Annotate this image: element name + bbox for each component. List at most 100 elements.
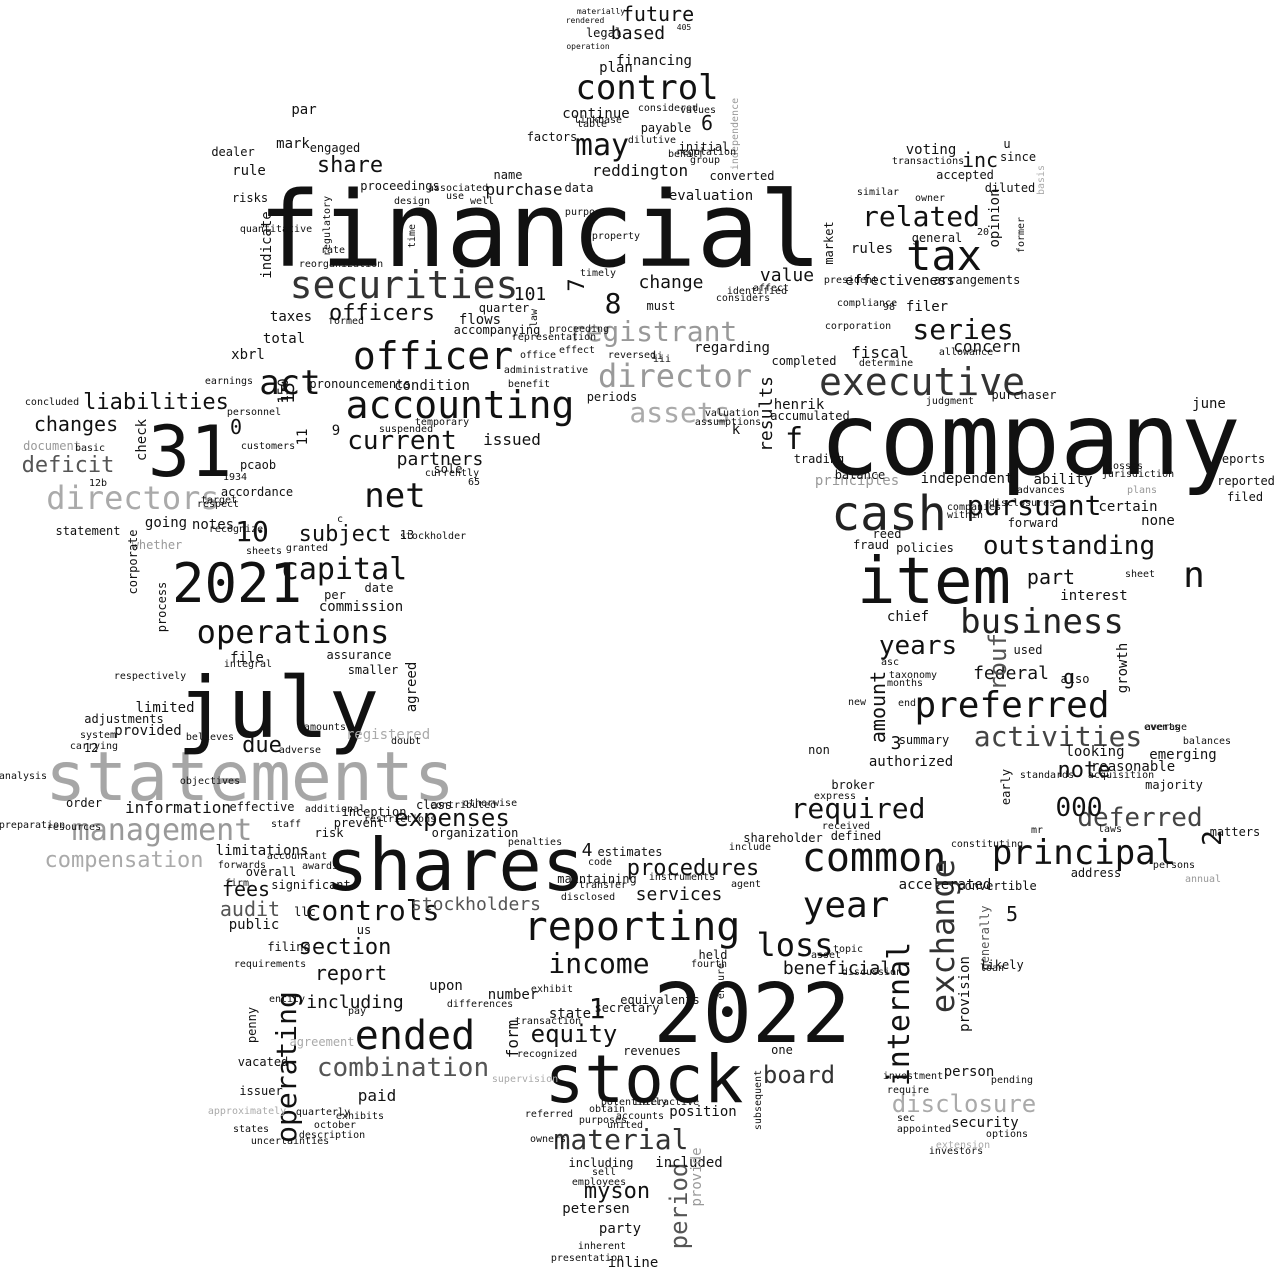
cloud-word: xbrl	[231, 347, 265, 363]
cloud-word: 98	[882, 302, 896, 313]
cloud-word: policies	[896, 541, 954, 555]
cloud-word: losses	[1106, 461, 1144, 472]
cloud-word: fiscal	[851, 343, 909, 362]
cloud-word: fees	[221, 877, 271, 901]
cloud-word: total	[262, 331, 306, 347]
cloud-word: broker	[831, 778, 875, 792]
cloud-word: respectively	[113, 671, 187, 682]
cloud-word: limited	[135, 700, 195, 716]
cloud-word: obtain	[588, 1104, 626, 1115]
cloud-word: inception	[341, 805, 407, 819]
cloud-word: may	[574, 128, 630, 163]
cloud-word: mr	[1030, 825, 1044, 836]
cloud-word: determine	[858, 358, 914, 369]
cloud-word: notes	[191, 517, 235, 533]
cloud-word: n	[1183, 555, 1205, 596]
cloud-word: reorganization	[298, 259, 384, 270]
cloud-word: market	[822, 221, 836, 265]
cloud-word: 150	[276, 378, 292, 404]
cloud-word: public	[228, 917, 280, 933]
cloud-word: referred	[524, 1109, 574, 1120]
cloud-word: operation	[566, 42, 610, 51]
cloud-word: penalties	[507, 837, 563, 848]
cloud-word: personnel	[226, 407, 282, 418]
cloud-word: restrictions	[363, 814, 437, 825]
cloud-word: target	[200, 495, 238, 506]
cloud-word: trading	[793, 452, 845, 466]
cloud-word: reasonable	[1090, 759, 1176, 775]
cloud-word: regarding	[694, 340, 770, 356]
cloud-word: agent	[730, 879, 762, 890]
cloud-word: october	[313, 1120, 357, 1131]
cloud-word: significant	[271, 878, 351, 892]
cloud-word: growth	[1115, 642, 1131, 694]
cloud-word: plans	[1126, 485, 1158, 496]
cloud-word: procedures	[626, 856, 760, 881]
cloud-word: well	[469, 196, 495, 207]
cloud-word: regulation	[675, 147, 737, 158]
cloud-word: liabilities	[83, 390, 229, 415]
cloud-word: disclosures	[988, 498, 1056, 509]
cloud-word: smaller	[347, 663, 399, 677]
cloud-word: legal	[585, 26, 623, 40]
cloud-word: certain	[1098, 499, 1158, 515]
cloud-word: u	[1003, 137, 1011, 151]
cloud-word: operations	[196, 613, 390, 651]
cloud-word: equity	[530, 1020, 618, 1048]
cloud-word: considers	[715, 293, 771, 304]
cloud-word: reddington	[591, 161, 689, 180]
cloud-word: director	[597, 357, 753, 395]
cloud-word: income	[548, 947, 650, 980]
cloud-word: judgment	[925, 396, 975, 407]
cloud-word: 12	[83, 741, 99, 755]
cloud-word: purchaser	[991, 388, 1057, 402]
cloud-word: average	[1144, 722, 1188, 733]
cloud-word: purposes	[578, 1115, 628, 1126]
cloud-word: objectives	[179, 776, 241, 787]
cloud-word: 11	[295, 428, 311, 446]
cloud-word: issued	[483, 430, 541, 449]
cloud-word: address	[1070, 866, 1122, 880]
cloud-word: contributed	[429, 800, 497, 811]
cloud-word: corporate	[126, 529, 140, 595]
cloud-word: rate	[320, 245, 346, 256]
cloud-word: officers	[329, 301, 435, 326]
cloud-word: share	[316, 153, 384, 178]
cloud-word: voting	[905, 142, 957, 158]
cloud-word: requirements	[233, 959, 307, 970]
cloud-word: carrying	[69, 741, 119, 752]
cloud-word: 10	[235, 515, 269, 548]
cloud-word: acquisition	[1087, 770, 1155, 781]
cloud-word: commission	[318, 599, 404, 615]
cloud-word: standards	[1019, 770, 1075, 781]
cloud-word: check	[134, 418, 150, 462]
cloud-word: held	[698, 948, 728, 962]
cloud-word: principal	[991, 833, 1177, 873]
cloud-word: revenues	[623, 1044, 681, 1058]
cloud-word: petersen	[562, 1201, 630, 1217]
cloud-word: potentially	[600, 1097, 668, 1108]
cloud-word: assurance	[326, 648, 392, 662]
cloud-word: july	[176, 659, 380, 757]
cloud-word: similar	[856, 187, 900, 198]
cloud-word: rouf	[984, 633, 1012, 691]
cloud-word: supervision	[491, 1074, 559, 1085]
cloud-word: report	[314, 961, 388, 985]
cloud-word: per	[324, 588, 346, 602]
cloud-word: 13	[399, 528, 415, 542]
cloud-word: ability	[1033, 472, 1093, 488]
cloud-word: staff	[270, 819, 302, 830]
cloud-word: table	[576, 119, 608, 130]
cloud-word: authorized	[868, 754, 954, 770]
cloud-word: differences	[446, 999, 514, 1010]
cloud-word: taxes	[269, 309, 313, 325]
cloud-word: vacated	[237, 1055, 289, 1069]
cloud-word: defined	[830, 829, 882, 843]
cloud-word: changes	[33, 412, 119, 436]
cloud-word: taxonomy	[888, 670, 938, 681]
cloud-word: firm	[224, 878, 250, 889]
cloud-word: provision	[957, 956, 973, 1032]
cloud-word: additional	[304, 804, 366, 815]
cloud-word: behalf	[667, 149, 705, 160]
cloud-word: doubt	[390, 736, 422, 747]
